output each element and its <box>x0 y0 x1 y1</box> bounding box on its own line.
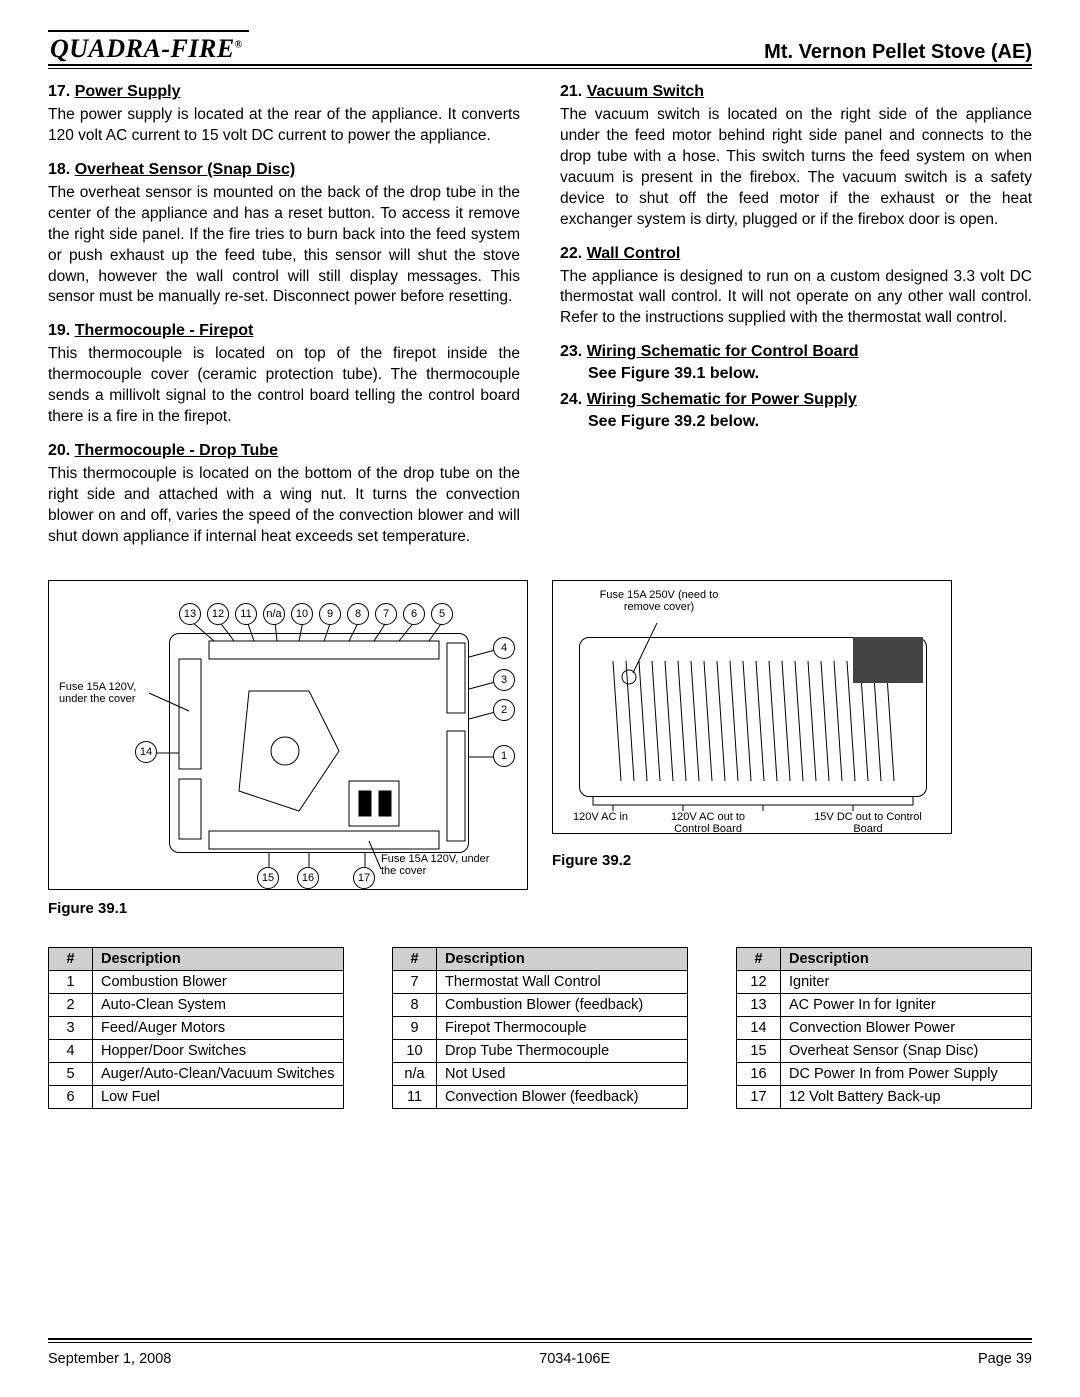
table-row: 2Auto-Clean System <box>49 993 344 1016</box>
sect-19-body: This thermocouple is located on top of t… <box>48 344 520 428</box>
callout: 14 <box>135 741 157 763</box>
table-row: 8Combustion Blower (feedback) <box>393 993 688 1016</box>
table-row: 7Thermostat Wall Control <box>393 970 688 993</box>
table-row: 16DC Power In from Power Supply <box>737 1062 1032 1085</box>
sect-23: 23. Wiring Schematic for Control Board <box>560 343 1032 361</box>
callout: 5 <box>431 603 453 625</box>
sect-17: 17. Power Supply <box>48 83 520 101</box>
callout: 6 <box>403 603 425 625</box>
sect-24-ref: See Figure 39.2 below. <box>588 413 1032 431</box>
sect-24: 24. Wiring Schematic for Power Supply <box>560 391 1032 409</box>
fuse-note-bottom: Fuse 15A 120V, under the cover <box>381 853 491 877</box>
callout: 10 <box>291 603 313 625</box>
callout: 4 <box>493 637 515 659</box>
table-row: n/aNot Used <box>393 1062 688 1085</box>
table-row: 12Igniter <box>737 970 1032 993</box>
description-tables: #Description1Combustion Blower2Auto-Clea… <box>48 947 1032 1109</box>
right-column: 21. Vacuum Switch The vacuum switch is l… <box>560 83 1032 562</box>
callout: 16 <box>297 867 319 889</box>
sect-22: 22. Wall Control <box>560 245 1032 263</box>
callout: 3 <box>493 669 515 691</box>
callout: 11 <box>235 603 257 625</box>
callout: n/a <box>263 603 285 625</box>
table-row: 15Overheat Sensor (Snap Disc) <box>737 1039 1032 1062</box>
sect-21-body: The vacuum switch is located on the righ… <box>560 105 1032 231</box>
table-row: 14Convection Blower Power <box>737 1016 1032 1039</box>
callout: 12 <box>207 603 229 625</box>
table-row: 6Low Fuel <box>49 1085 344 1108</box>
sect-20-body: This thermocouple is located on the bott… <box>48 464 520 548</box>
fuse-note-top: Fuse 15A 250V (need to remove cover) <box>599 589 719 613</box>
sect-18-body: The overheat sensor is mounted on the ba… <box>48 183 520 309</box>
sect-21: 21. Vacuum Switch <box>560 83 1032 101</box>
figure-39-2: Fuse 15A 250V (need to remove cover) 120… <box>552 580 952 834</box>
callout: 9 <box>319 603 341 625</box>
callout: 8 <box>347 603 369 625</box>
table-row: 10Drop Tube Thermocouple <box>393 1039 688 1062</box>
left-column: 17. Power Supply The power supply is loc… <box>48 83 520 562</box>
table-row: 9Firepot Thermocouple <box>393 1016 688 1039</box>
table-row: 1712 Volt Battery Back-up <box>737 1085 1032 1108</box>
footer-doc: 7034-106E <box>539 1351 610 1367</box>
callout: 1 <box>493 745 515 767</box>
sect-17-body: The power supply is located at the rear … <box>48 105 520 147</box>
callout: 13 <box>179 603 201 625</box>
callout: 15 <box>257 867 279 889</box>
ann-120vac-in: 120V AC in <box>573 811 643 823</box>
sect-23-ref: See Figure 39.1 below. <box>588 365 1032 383</box>
table-row: 1Combustion Blower <box>49 970 344 993</box>
sect-20: 20. Thermocouple - Drop Tube <box>48 442 520 460</box>
sect-18: 18. Overheat Sensor (Snap Disc) <box>48 161 520 179</box>
fuse-note-left: Fuse 15A 120V, under the cover <box>59 681 155 705</box>
sect-22-body: The appliance is designed to run on a cu… <box>560 267 1032 330</box>
table-row: 5Auger/Auto-Clean/Vacuum Switches <box>49 1062 344 1085</box>
brand-logo: Quadra-Fire® <box>48 30 249 64</box>
callout: 7 <box>375 603 397 625</box>
table-row: 4Hopper/Door Switches <box>49 1039 344 1062</box>
table-row: 3Feed/Auger Motors <box>49 1016 344 1039</box>
table-row: 11Convection Blower (feedback) <box>393 1085 688 1108</box>
ann-120vac-out: 120V AC out to Control Board <box>653 811 763 835</box>
footer-page: Page 39 <box>978 1351 1032 1367</box>
table-2: #Description7Thermostat Wall Control8Com… <box>392 947 688 1109</box>
figure-39-2-caption: Figure 39.2 <box>552 852 952 869</box>
figure-39-1-caption: Figure 39.1 <box>48 900 528 917</box>
header-rule <box>48 64 1032 69</box>
figure-39-1: 13 12 11 n/a 10 98765 4 3 2 1 14 15 16 17 Fus… <box>48 580 528 890</box>
sect-19: 19. Thermocouple - Firepot <box>48 322 520 340</box>
model-title: Mt. Vernon Pellet Stove (AE) <box>764 41 1032 64</box>
table-1: #Description1Combustion Blower2Auto-Clea… <box>48 947 344 1109</box>
table-row: 13AC Power In for Igniter <box>737 993 1032 1016</box>
footer-rule <box>48 1338 1032 1343</box>
ann-15vdc-out: 15V DC out to Control Board <box>813 811 923 835</box>
callout: 17 <box>353 867 375 889</box>
callout: 2 <box>493 699 515 721</box>
table-3: #Description12Igniter13AC Power In for I… <box>736 947 1032 1109</box>
footer-date: September 1, 2008 <box>48 1351 171 1367</box>
